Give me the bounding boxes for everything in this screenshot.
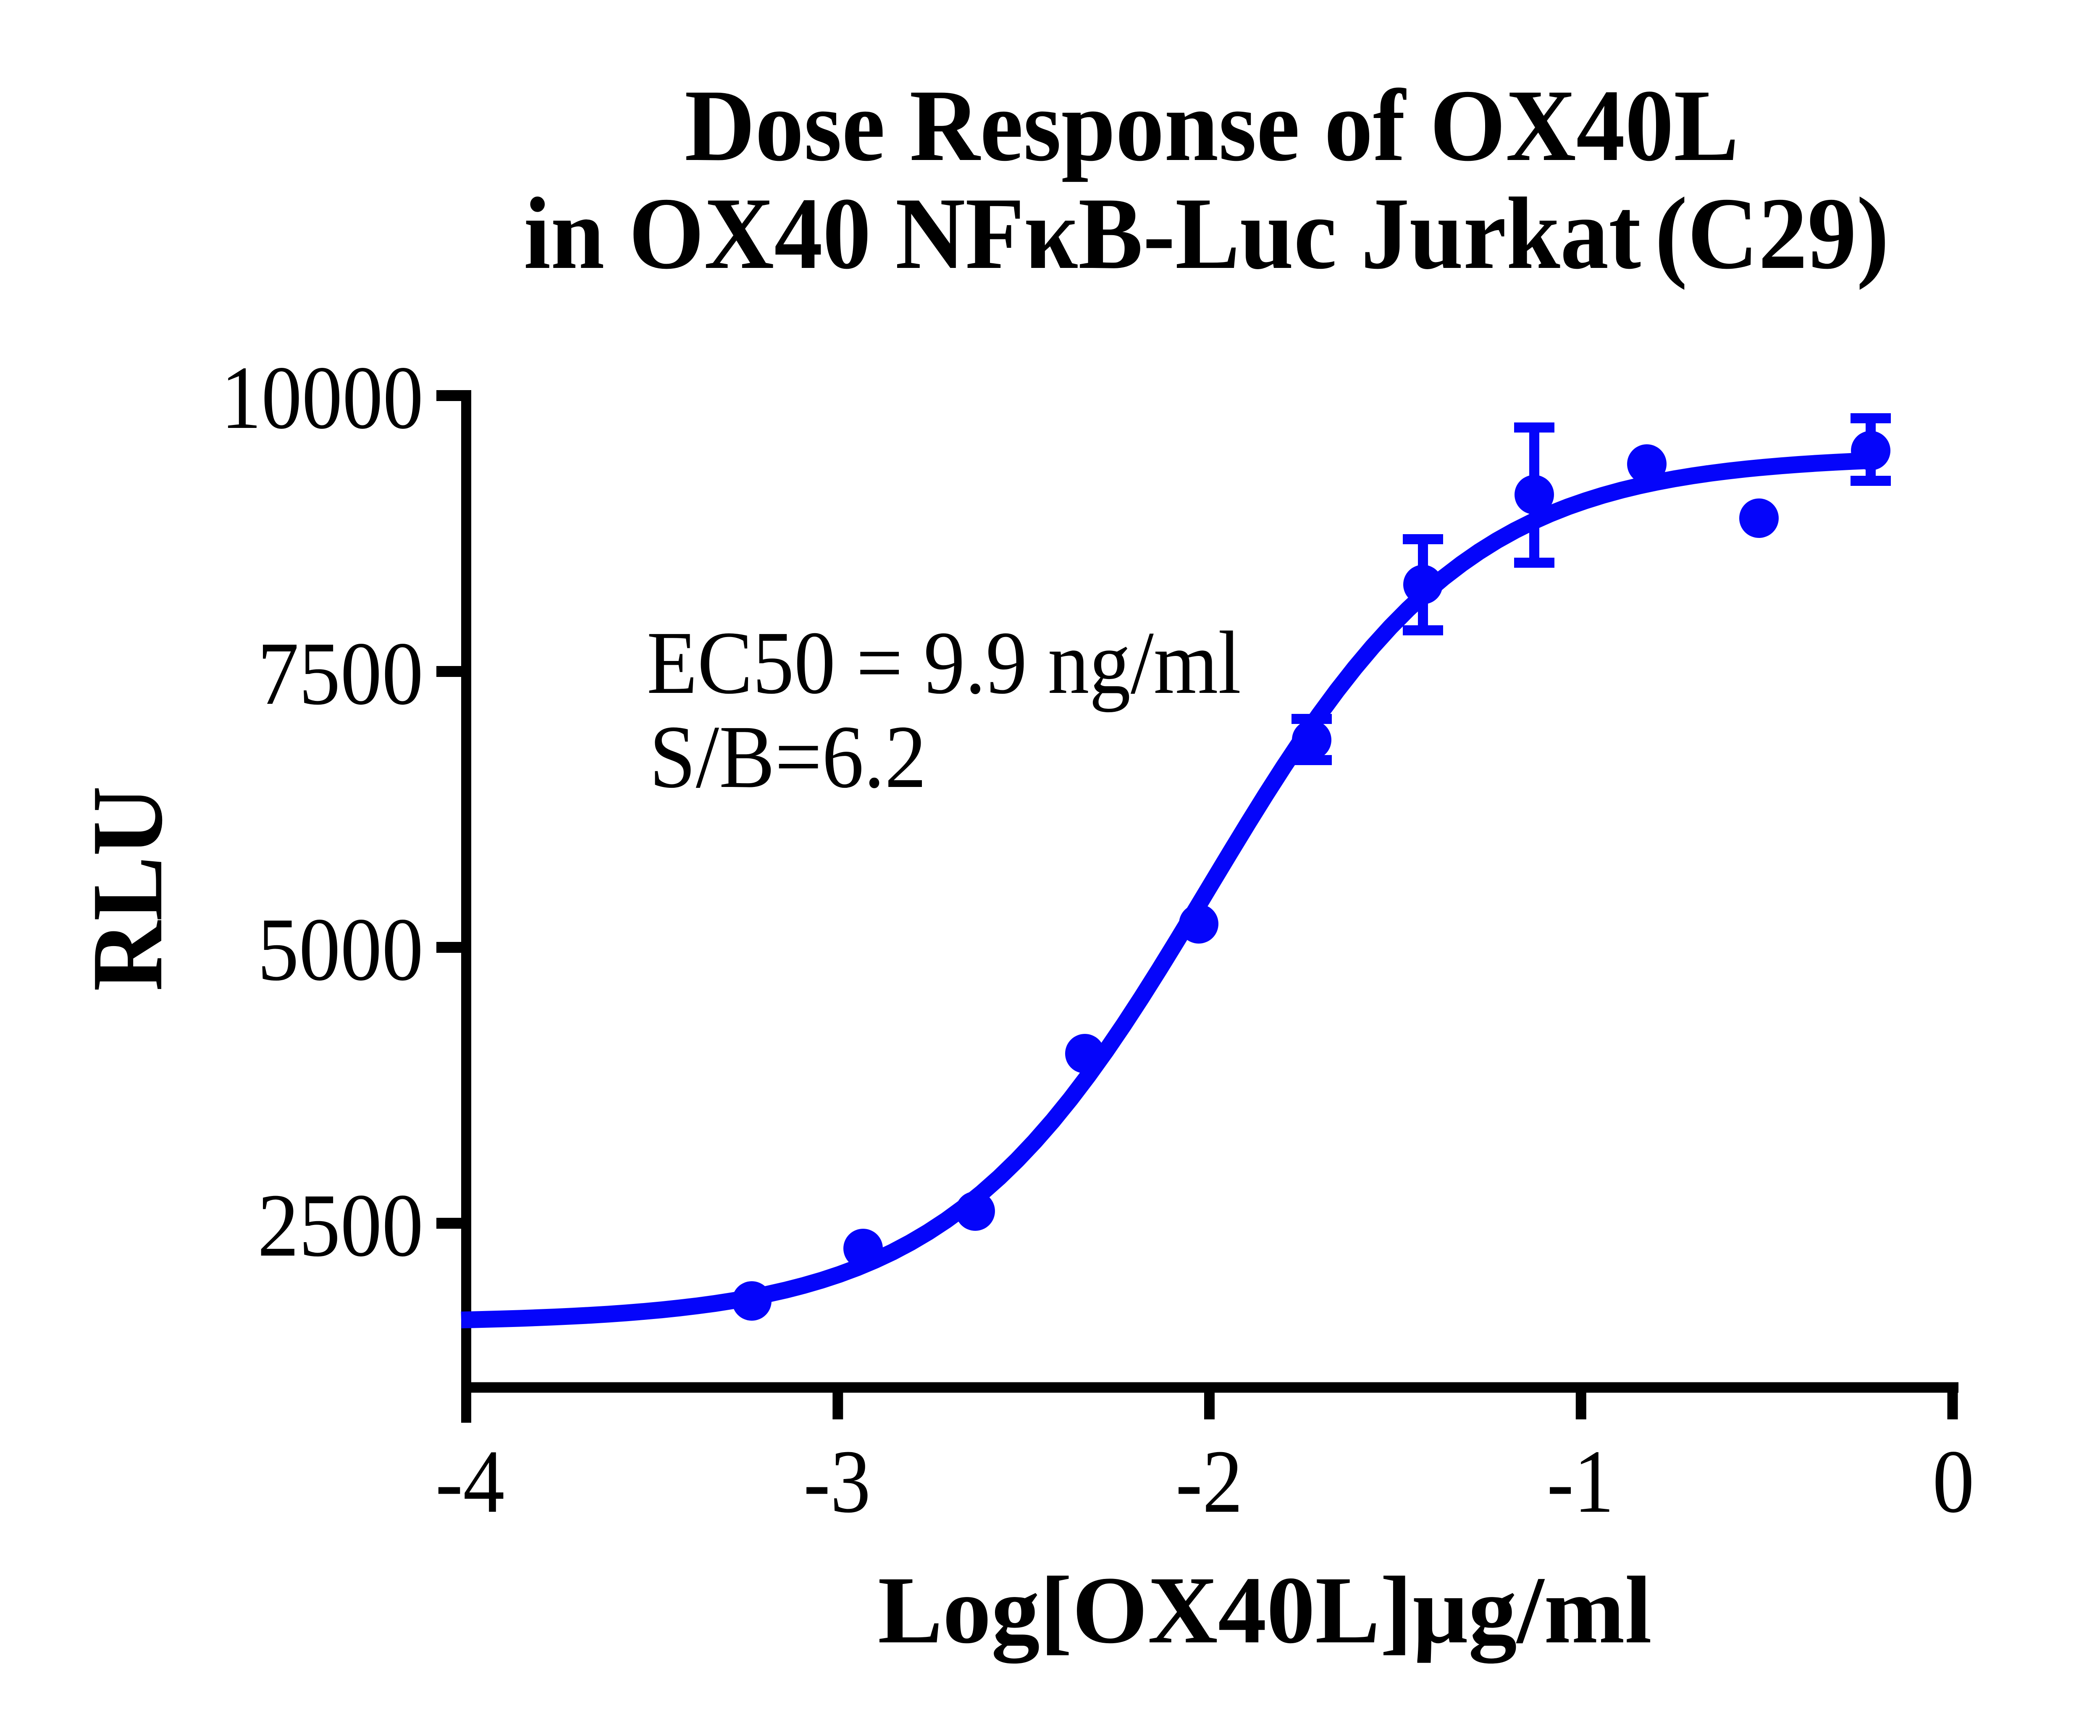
svg-text:0: 0: [1932, 1431, 1974, 1531]
svg-text:-3: -3: [803, 1431, 871, 1531]
svg-text:-1: -1: [1547, 1431, 1614, 1531]
svg-text:5000: 5000: [257, 899, 423, 999]
svg-text:in OX40 NFκB-Luc Jurkat: in OX40 NFκB-Luc Jurkat: [524, 176, 1641, 290]
svg-text:-2: -2: [1176, 1431, 1243, 1531]
svg-text:2500: 2500: [257, 1175, 423, 1275]
svg-text:Dose Response of OX40L: Dose Response of OX40L: [685, 68, 1739, 182]
svg-text:(C29): (C29): [1655, 176, 1889, 290]
svg-text:EC50 = 9.9 ng/ml: EC50 = 9.9 ng/ml: [647, 613, 1241, 713]
svg-text:Log[OX40L]µg/ml: Log[OX40L]µg/ml: [878, 1557, 1652, 1664]
svg-text:S/B=6.2: S/B=6.2: [649, 707, 927, 807]
svg-text:-4: -4: [436, 1431, 505, 1531]
svg-text:RLU: RLU: [71, 786, 184, 991]
svg-text:7500: 7500: [257, 623, 423, 724]
svg-text:10000: 10000: [221, 347, 423, 448]
